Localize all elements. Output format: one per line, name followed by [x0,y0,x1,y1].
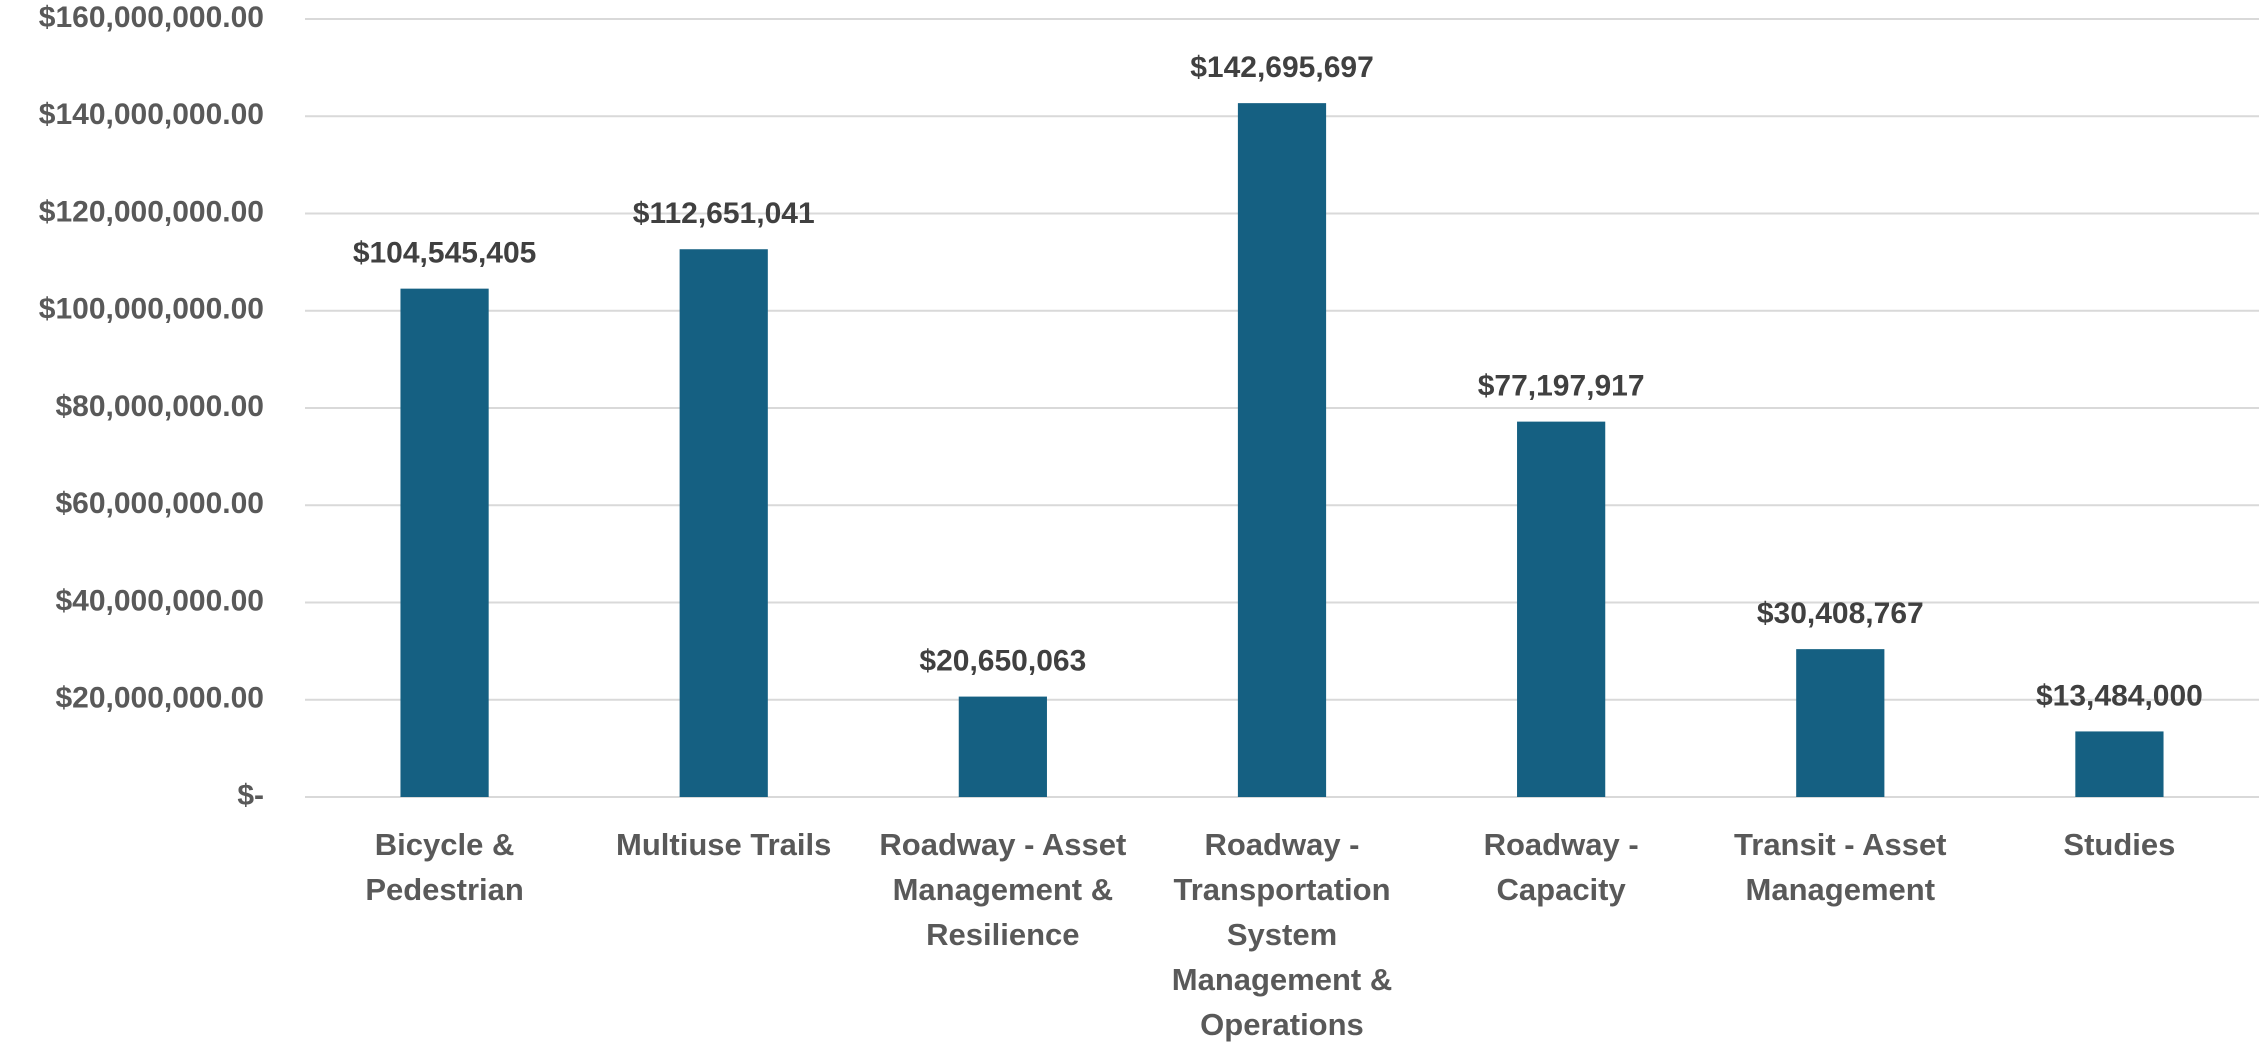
x-tick-label: Roadway - Capacity [1483,827,1639,907]
x-tick-label: Roadway - Transportation System Manageme… [1171,827,1393,1042]
data-label: $30,408,767 [1757,597,1924,630]
data-label: $77,197,917 [1478,370,1645,403]
y-tick-label: $60,000,000.00 [55,487,264,520]
data-label: $112,651,041 [633,197,815,230]
x-tick-label: Transit - Asset Management [1734,827,1947,907]
bar [1796,649,1885,797]
y-tick-label: $160,000,000.00 [39,1,264,34]
y-tick-label: $20,000,000.00 [55,682,264,715]
y-tick-label: $140,000,000.00 [39,98,264,131]
bar [1237,103,1327,798]
bar [1517,421,1606,797]
x-tick-label: Multiuse Trails [616,827,832,862]
x-tick-label: Studies [2063,827,2176,862]
x-tick-label: Roadway - Asset Management & Resilience [879,827,1127,952]
y-tick-label: $40,000,000.00 [55,584,264,617]
data-label: $20,650,063 [919,645,1086,678]
x-tick-label: Bicycle & Pedestrian [365,827,524,907]
y-tick-label: $100,000,000.00 [39,293,264,326]
bar [958,696,1047,797]
y-tick-label: $- [237,779,264,812]
y-tick-label: $120,000,000.00 [39,195,264,228]
data-label: $13,484,000 [2036,679,2203,712]
bar [400,288,489,797]
data-label: $104,545,405 [353,237,537,270]
y-tick-label: $80,000,000.00 [55,390,264,423]
bar [679,249,768,797]
data-label: $142,695,697 [1190,51,1374,84]
bar [2075,731,2164,797]
